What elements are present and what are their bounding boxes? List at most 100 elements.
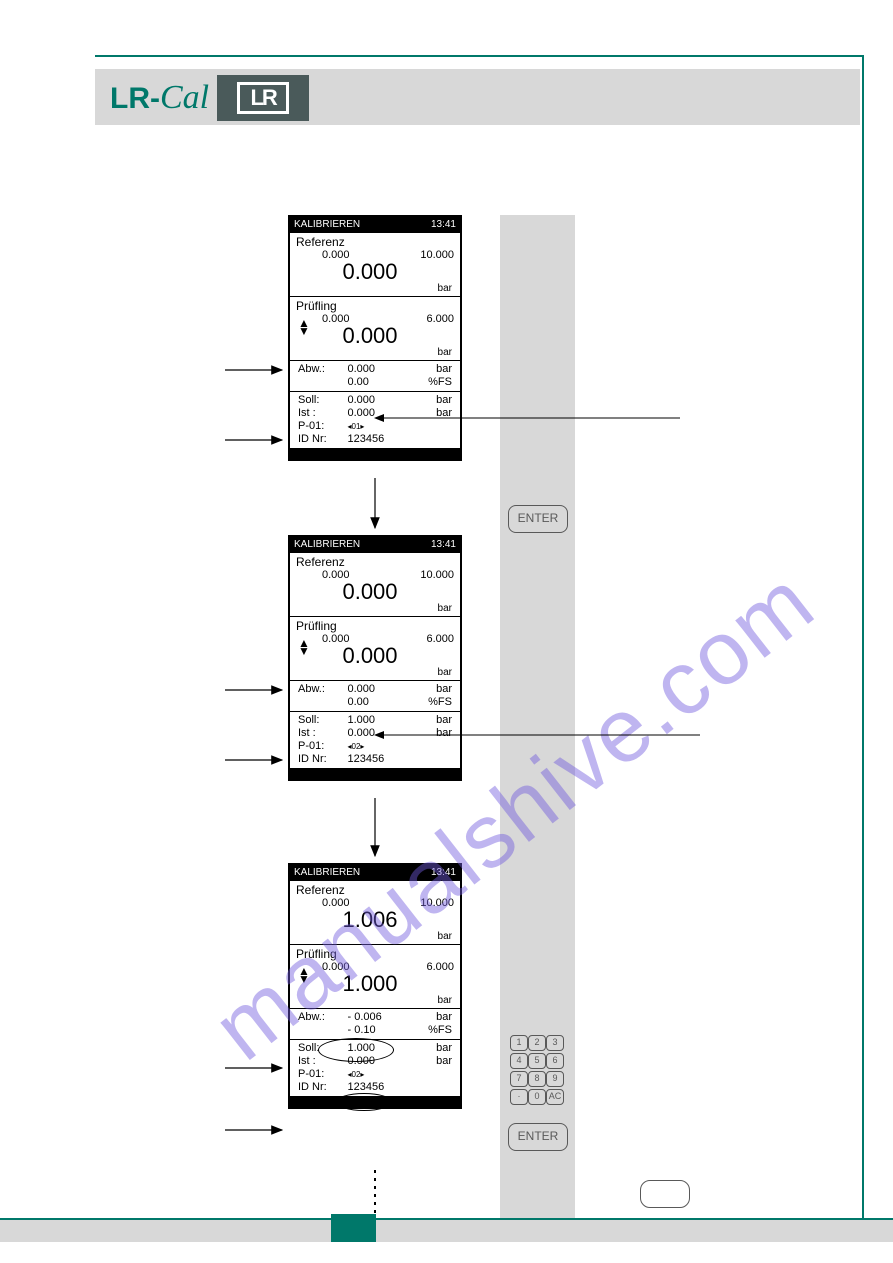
step-value[interactable]: ◂02▸ [348,740,408,753]
ref-unit: bar [296,931,454,942]
device-screen: KALIBRIEREN 13:41 Referenz 0.00010.000 0… [288,535,462,781]
soll-unit: bar [417,394,452,407]
soll-unit: bar [417,714,452,727]
dev-fs-value: 0.00 [348,376,408,389]
keypad-key[interactable]: 5 [528,1053,546,1069]
ref-value: 0.000 [286,581,454,603]
soll-label: Soll: [298,394,338,407]
step-value[interactable]: ◂01▸ [348,420,408,433]
keypad-key[interactable]: 1 [510,1035,528,1051]
screen-time: 13:41 [431,866,456,880]
dut-value: 1.000 [286,973,454,995]
dev-value: - 0.006 [348,1011,408,1024]
device-screen: KALIBRIEREN 13:41 Referenz 0.00010.000 1… [288,863,462,1109]
blank-button[interactable] [640,1180,690,1208]
dev-label: Abw.: [298,1011,338,1024]
keypad-key[interactable]: 7 [510,1071,528,1087]
ref-max: 10.000 [420,897,454,909]
logo-text: LR-Cal [110,79,209,117]
screen-time: 13:41 [431,218,456,232]
dev-unit: bar [417,1011,452,1024]
ist-unit: bar [417,407,452,420]
footer-pagenum-box [331,1214,376,1242]
keypad-key[interactable]: 0 [528,1089,546,1105]
logo-cal: Cal [160,79,209,116]
logo: LR-Cal LR [110,75,309,121]
highlight-oval [318,1038,394,1062]
dev-fs-unit: %FS [417,376,452,389]
id-value: 123456 [348,433,408,446]
dut-max: 6.000 [426,961,454,973]
logo-lr: LR- [110,82,160,115]
dut-section: Prüfling ▲▼ 0.0006.000 1.000 bar [290,945,460,1009]
dut-label: Prüfling [296,299,454,313]
ref-unit: bar [296,283,454,294]
screen-titlebar: KALIBRIEREN 13:41 [290,537,460,553]
dut-unit: bar [296,667,454,678]
ref-value: 1.006 [286,909,454,931]
keypad-key[interactable]: 9 [546,1071,564,1087]
ist-label: Ist : [298,727,338,740]
dut-value: 0.000 [286,645,454,667]
screen-footer-bar [290,769,460,779]
soll-label: Soll: [298,714,338,727]
keypad-key[interactable]: 3 [546,1035,564,1051]
ref-value: 0.000 [286,261,454,283]
ref-max: 10.000 [420,569,454,581]
screen-title: KALIBRIEREN [294,218,360,232]
keypad-key[interactable]: · [510,1089,528,1105]
dev-label: Abw.: [298,363,338,376]
step-label: P-01: [298,420,338,433]
enter-button[interactable]: ENTER [508,1123,568,1151]
deviation-section: Abw.: 0.000 bar 0.00 %FS [290,361,460,392]
keypad-key[interactable]: AC [546,1089,564,1105]
reference-section: Referenz 0.00010.000 0.000 bar [290,553,460,617]
soll-value: 1.000 [348,714,408,727]
dut-label: Prüfling [296,947,454,961]
ref-max: 10.000 [420,249,454,261]
deviation-section: Abw.:- 0.006bar - 0.10%FS [290,1009,460,1040]
dev-unit: bar [417,683,452,696]
updown-icon[interactable]: ▲▼ [298,639,310,655]
dev-value: 0.000 [348,683,408,696]
dev-fs-unit: %FS [417,696,452,709]
screen-titlebar: KALIBRIEREN 13:41 [290,217,460,233]
keypad-key[interactable]: 2 [528,1035,546,1051]
step-value[interactable]: ◂02▸ [348,1068,408,1081]
soll-unit: bar [417,1042,452,1055]
ist-label: Ist : [298,407,338,420]
footer-bar [0,1218,893,1242]
id-value: 123456 [348,1081,408,1094]
numeric-keypad: 123 456 789 ·0AC [510,1035,566,1105]
step-label: P-01: [298,1068,338,1081]
enter-button[interactable]: ENTER [508,505,568,533]
updown-icon[interactable]: ▲▼ [298,319,310,335]
header-bar: LR-Cal LR [95,69,860,125]
dev-value: 0.000 [348,363,408,376]
dev-fs-unit: %FS [417,1024,452,1037]
step-label: P-01: [298,740,338,753]
keypad-key[interactable]: 6 [546,1053,564,1069]
keypad-key[interactable]: 8 [528,1071,546,1087]
ist-unit: bar [417,1055,452,1068]
dut-section: Prüfling ▲▼ 0.0006.000 0.000 bar [290,617,460,681]
dev-label: Abw.: [298,683,338,696]
id-label: ID Nr: [298,1081,338,1094]
reference-label: Referenz [296,235,454,249]
ist-value: 0.000 [348,727,408,740]
reference-section: Referenz 0.00010.000 0.000 bar [290,233,460,297]
reference-label: Referenz [296,555,454,569]
dev-unit: bar [417,363,452,376]
dut-label: Prüfling [296,619,454,633]
dut-max: 6.000 [426,633,454,645]
device-screen: KALIBRIEREN 13:41 Referenz 0.00010.000 0… [288,215,462,461]
id-label: ID Nr: [298,753,338,766]
logo-box: LR [217,75,309,121]
keypad-key[interactable]: 4 [510,1053,528,1069]
id-value: 123456 [348,753,408,766]
updown-icon[interactable]: ▲▼ [298,967,310,983]
screen-title: KALIBRIEREN [294,538,360,552]
logo-box-text: LR [237,82,288,114]
screen-title: KALIBRIEREN [294,866,360,880]
dut-unit: bar [296,347,454,358]
